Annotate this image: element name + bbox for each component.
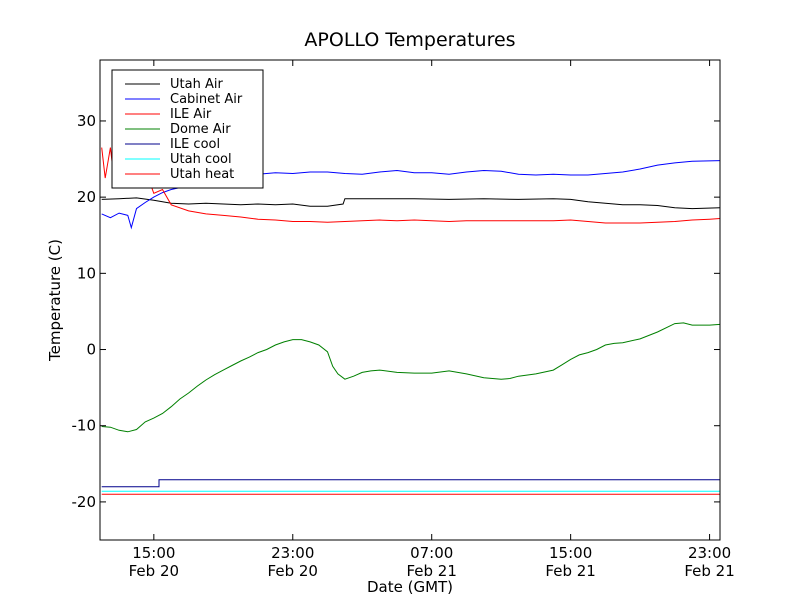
y-tick-label: 10 xyxy=(77,264,96,282)
legend-label-ile-cool: ILE cool xyxy=(170,137,220,152)
x-tick-date-label: Feb 20 xyxy=(268,562,318,580)
x-tick-date-label: Feb 21 xyxy=(684,562,734,580)
legend-label-utah-heat: Utah heat xyxy=(170,167,234,182)
chart-title: APOLLO Temperatures xyxy=(304,29,515,51)
x-tick-time-label: 15:00 xyxy=(132,544,175,562)
series-line-ile-cool xyxy=(101,479,720,488)
legend-label-utah-air: Utah Air xyxy=(170,77,223,92)
x-tick-time-label: 23:00 xyxy=(688,544,731,562)
legend-label-utah-cool: Utah cool xyxy=(170,152,232,167)
y-tick-label: 20 xyxy=(77,188,96,206)
x-tick-date-label: Feb 21 xyxy=(545,562,595,580)
series-line-cabinet-air xyxy=(101,160,721,230)
y-tick-label: 30 xyxy=(77,112,96,130)
y-tick-label: -20 xyxy=(72,493,97,511)
x-tick-time-label: 23:00 xyxy=(271,544,314,562)
plot-frame xyxy=(99,59,721,541)
series-line-dome-air xyxy=(101,322,721,433)
legend-label-ile-air: ILE Air xyxy=(170,107,212,122)
legend-label-cabinet-air: Cabinet Air xyxy=(170,92,243,107)
y-axis-label: Temperature (C) xyxy=(46,239,64,362)
y-axis-ticks: 30 20 10 0 -10 -20 xyxy=(72,112,720,511)
x-tick-date-label: Feb 21 xyxy=(406,562,456,580)
x-axis-label: Date (GMT) xyxy=(367,578,453,596)
x-tick-time-label: 15:00 xyxy=(549,544,592,562)
y-tick-label: 0 xyxy=(86,341,96,359)
x-tick-time-label: 07:00 xyxy=(410,544,453,562)
legend-label-dome-air: Dome Air xyxy=(170,122,231,137)
series-line-utah-air xyxy=(101,197,721,210)
x-tick-date-label: Feb 20 xyxy=(129,562,179,580)
y-tick-label: -10 xyxy=(72,417,97,435)
